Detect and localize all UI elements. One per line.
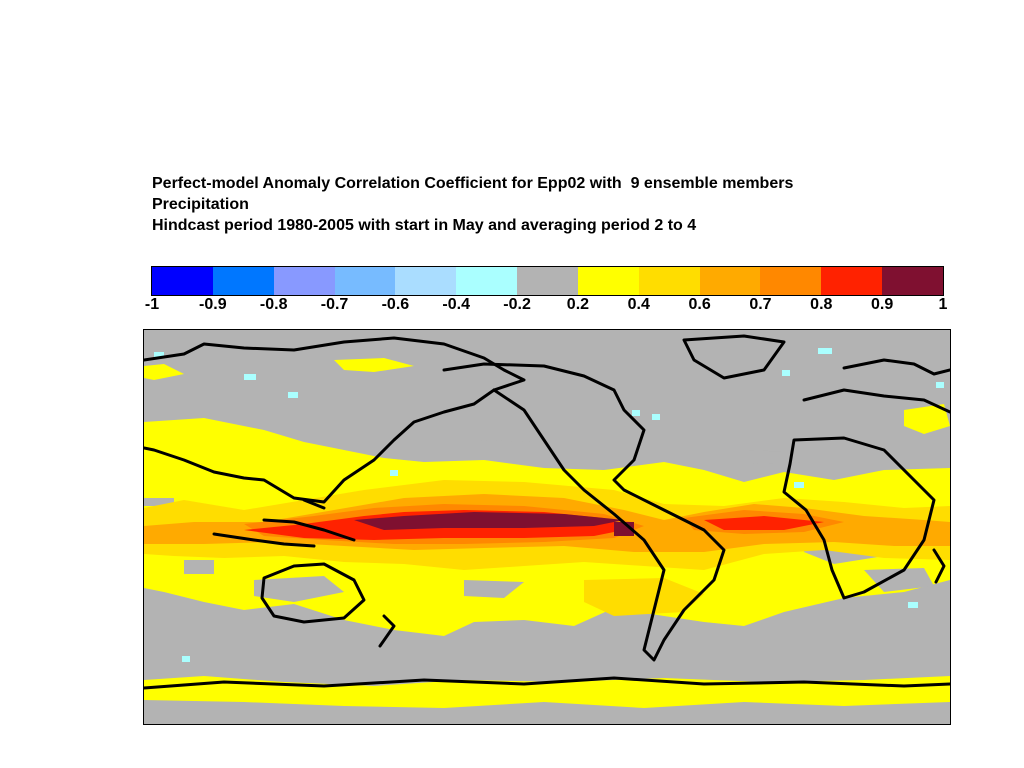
colorbar-tick-label: 0.8 <box>810 296 833 313</box>
map-title: Perfect-model Anomaly Correlation Coeffi… <box>152 173 793 236</box>
colorbar-swatch <box>882 267 943 295</box>
colorbar-swatch <box>517 267 578 295</box>
colorbar-tick-label: -0.9 <box>199 296 227 313</box>
colorbar-tick-label: -0.7 <box>320 296 349 313</box>
colorbar-swatch <box>456 267 518 295</box>
colorbar-swatch <box>212 267 274 295</box>
title-line-1: Perfect-model Anomaly Correlation Coeffi… <box>152 175 794 192</box>
colorbar-swatch <box>638 267 700 295</box>
colorbar-swatch <box>760 267 822 295</box>
colorbar-swatch <box>152 267 213 295</box>
colorbar-swatch <box>821 267 883 295</box>
colorbar-tick-label: 0.4 <box>627 296 650 313</box>
correlation-map <box>143 329 951 725</box>
colorbar-tick-label: 0.9 <box>871 296 894 313</box>
title-line-2: Precipitation <box>152 196 249 213</box>
colorbar-swatch <box>334 267 396 295</box>
region-negative-0.4-0.2 <box>154 348 944 662</box>
colorbar-tick-label: -0.2 <box>503 296 531 313</box>
colorbar-swatch <box>273 267 335 295</box>
colorbar-tick-label: 0.6 <box>688 296 711 313</box>
colorbar-tick-label: -1 <box>144 296 160 313</box>
colorbar-tick-label: -0.8 <box>259 296 288 313</box>
colorbar-tick-label: 0.7 <box>749 296 772 313</box>
colorbar <box>151 266 944 296</box>
coastlines <box>144 334 950 690</box>
map-canvas <box>144 330 950 724</box>
title-line-3: Hindcast period 1980-2005 with start in … <box>152 217 697 234</box>
colorbar-tick-label: -0.6 <box>381 296 410 313</box>
colorbar-tick-label: -0.4 <box>442 296 471 313</box>
colorbar-tick-labels: -1 -0.9 -0.8 -0.7 -0.6 -0.4 -0.2 0.2 0.4 0.6 0.7 0.… <box>0 296 1024 318</box>
colorbar-swatch <box>395 267 457 295</box>
colorbar-tick-label: 1 <box>938 296 948 313</box>
colorbar-swatch <box>577 267 639 295</box>
colorbar-tick-label: 0.2 <box>566 296 590 313</box>
colorbar-swatch <box>699 267 761 295</box>
